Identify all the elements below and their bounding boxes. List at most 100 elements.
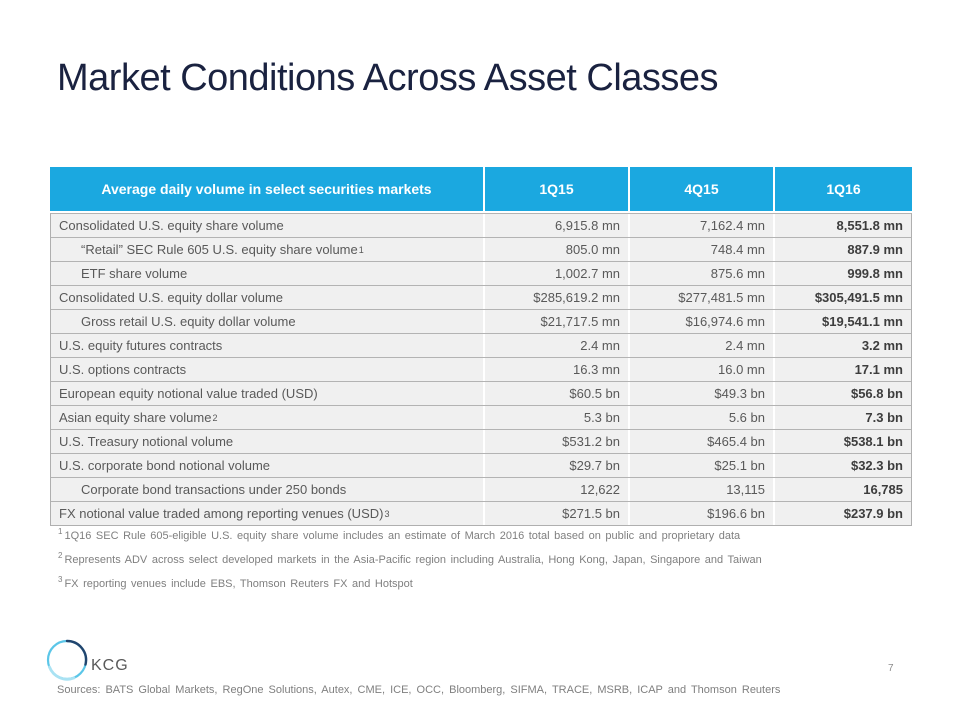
column-header-1q15: 1Q15 <box>485 167 628 211</box>
row-label-cell: Asian equity share volume 2 <box>51 406 483 429</box>
column-header-4q15: 4Q15 <box>630 167 773 211</box>
value-cell-1q16: 3.2 mn <box>775 334 911 357</box>
value-cell-4q15: 2.4 mn <box>630 334 773 357</box>
value-cell-1q15: $271.5 bn <box>485 502 628 525</box>
value-cell-4q15: 16.0 mn <box>630 358 773 381</box>
value-cell-1q16: $56.8 bn <box>775 382 911 405</box>
table-row: U.S. options contracts 16.3 mn 16.0 mn 1… <box>51 357 911 381</box>
footnote-superscript: 2 <box>58 551 63 561</box>
row-label-cell: U.S. corporate bond notional volume <box>51 454 483 477</box>
value-cell-1q15: 16.3 mn <box>485 358 628 381</box>
value-cell-4q15: 875.6 mn <box>630 262 773 285</box>
table-row: FX notional value traded among reporting… <box>51 501 911 525</box>
row-label-cell: Gross retail U.S. equity dollar volume <box>51 310 483 333</box>
value-cell-4q15: 13,115 <box>630 478 773 501</box>
value-cell-1q16: 17.1 mn <box>775 358 911 381</box>
value-cell-1q16: 16,785 <box>775 478 911 501</box>
value-cell-1q15: $60.5 bn <box>485 382 628 405</box>
table-body: Consolidated U.S. equity share volume 6,… <box>50 213 912 526</box>
value-cell-4q15: 748.4 mn <box>630 238 773 261</box>
value-cell-1q16: 999.8 mn <box>775 262 911 285</box>
row-label-cell: FX notional value traded among reporting… <box>51 502 483 525</box>
value-cell-1q16: $305,491.5 mn <box>775 286 911 309</box>
value-cell-1q16: 8,551.8 mn <box>775 214 911 237</box>
table-row: Consolidated U.S. equity dollar volume $… <box>51 285 911 309</box>
table-row: “Retail” SEC Rule 605 U.S. equity share … <box>51 237 911 261</box>
value-cell-1q16: $538.1 bn <box>775 430 911 453</box>
row-label: U.S. Treasury notional volume <box>59 434 234 449</box>
footnotes: 1 1Q16 SEC Rule 605-eligible U.S. equity … <box>57 524 917 596</box>
row-label-cell: U.S. options contracts <box>51 358 483 381</box>
value-cell-1q15: 12,622 <box>485 478 628 501</box>
table-row: U.S. corporate bond notional volume $29.… <box>51 453 911 477</box>
value-cell-4q15: $16,974.6 mn <box>630 310 773 333</box>
row-label: FX notional value traded among reporting… <box>59 506 384 521</box>
table-header-label: Average daily volume in select securitie… <box>50 167 483 211</box>
row-label: U.S. corporate bond notional volume <box>59 458 271 473</box>
value-cell-1q15: $531.2 bn <box>485 430 628 453</box>
row-label: Asian equity share volume <box>59 410 212 425</box>
table-row: Corporate bond transactions under 250 bo… <box>51 477 911 501</box>
column-header-1q16: 1Q16 <box>775 167 912 211</box>
kcg-logo-text: KCG <box>91 657 129 674</box>
row-label-cell: Consolidated U.S. equity share volume <box>51 214 483 237</box>
value-cell-1q16: $32.3 bn <box>775 454 911 477</box>
table-row: U.S. Treasury notional volume $531.2 bn … <box>51 429 911 453</box>
value-cell-1q15: $21,717.5 mn <box>485 310 628 333</box>
row-label-cell: Corporate bond transactions under 250 bo… <box>51 478 483 501</box>
value-cell-1q16: 887.9 mn <box>775 238 911 261</box>
value-cell-1q15: 6,915.8 mn <box>485 214 628 237</box>
row-label-cell: Consolidated U.S. equity dollar volume <box>51 286 483 309</box>
footnote-superscript: 1 <box>58 527 63 537</box>
table-row: ETF share volume 1,002.7 mn 875.6 mn 999… <box>51 261 911 285</box>
value-cell-1q15: 805.0 mn <box>485 238 628 261</box>
page-title: Market Conditions Across Asset Classes <box>57 57 719 99</box>
row-label: “Retail” SEC Rule 605 U.S. equity share … <box>81 242 358 257</box>
footnote-text: 1Q16 SEC Rule 605-eligible U.S. equity s… <box>64 530 741 542</box>
row-label: Consolidated U.S. equity share volume <box>59 218 284 233</box>
footnote-text: Represents ADV across select developed m… <box>64 554 762 566</box>
row-label: U.S. options contracts <box>59 362 187 377</box>
value-cell-1q15: $29.7 bn <box>485 454 628 477</box>
footnote-2: 2 Represents ADV across select developed … <box>57 548 917 572</box>
table-row: Asian equity share volume 2 5.3 bn 5.6 bn… <box>51 405 911 429</box>
value-cell-4q15: 7,162.4 mn <box>630 214 773 237</box>
kcg-logo-icon <box>46 639 88 681</box>
value-cell-1q15: 1,002.7 mn <box>485 262 628 285</box>
value-cell-1q15: 5.3 bn <box>485 406 628 429</box>
value-cell-1q16: $237.9 bn <box>775 502 911 525</box>
value-cell-1q15: $285,619.2 mn <box>485 286 628 309</box>
row-label-cell: European equity notional value traded (U… <box>51 382 483 405</box>
market-volume-table: Average daily volume in select securitie… <box>50 167 912 526</box>
value-cell-1q15: 2.4 mn <box>485 334 628 357</box>
page-number: 7 <box>888 663 894 674</box>
table-row: European equity notional value traded (U… <box>51 381 911 405</box>
value-cell-4q15: 5.6 bn <box>630 406 773 429</box>
value-cell-4q15: $277,481.5 mn <box>630 286 773 309</box>
table-row: U.S. equity futures contracts 2.4 mn 2.4… <box>51 333 911 357</box>
row-label-cell: U.S. Treasury notional volume <box>51 430 483 453</box>
footnote-3: 3 FX reporting venues include EBS, Thomso… <box>57 572 917 596</box>
value-cell-1q16: 7.3 bn <box>775 406 911 429</box>
row-label-cell: “Retail” SEC Rule 605 U.S. equity share … <box>51 238 483 261</box>
row-label: European equity notional value traded (U… <box>59 386 318 401</box>
value-cell-4q15: $465.4 bn <box>630 430 773 453</box>
row-label: Consolidated U.S. equity dollar volume <box>59 290 284 305</box>
row-label: Gross retail U.S. equity dollar volume <box>81 314 296 329</box>
table-row: Gross retail U.S. equity dollar volume $… <box>51 309 911 333</box>
footnote-text: FX reporting venues include EBS, Thomson… <box>64 578 413 590</box>
table-header-row: Average daily volume in select securitie… <box>50 167 912 211</box>
sources-line: Sources: BATS Global Markets, RegOne Sol… <box>57 684 781 696</box>
row-label: U.S. equity futures contracts <box>59 338 223 353</box>
table-row: Consolidated U.S. equity share volume 6,… <box>51 213 911 237</box>
row-label-cell: U.S. equity futures contracts <box>51 334 483 357</box>
value-cell-4q15: $49.3 bn <box>630 382 773 405</box>
value-cell-4q15: $196.6 bn <box>630 502 773 525</box>
footnote-superscript: 3 <box>58 575 63 585</box>
value-cell-1q16: $19,541.1 mn <box>775 310 911 333</box>
footnote-1: 1 1Q16 SEC Rule 605-eligible U.S. equity … <box>57 524 917 548</box>
value-cell-4q15: $25.1 bn <box>630 454 773 477</box>
row-label-cell: ETF share volume <box>51 262 483 285</box>
row-label: ETF share volume <box>81 266 188 281</box>
